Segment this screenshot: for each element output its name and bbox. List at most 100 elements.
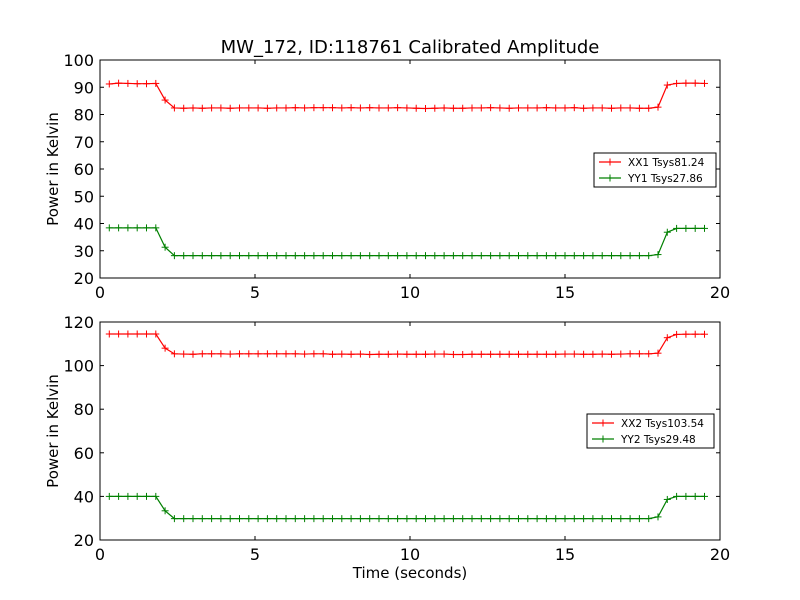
data-point: [552, 515, 560, 523]
data-point: [552, 104, 560, 112]
data-point: [635, 515, 643, 523]
x-tick-label: 10: [400, 545, 420, 564]
legend-label: XX2 Tsys103.54: [621, 418, 704, 430]
data-point: [115, 224, 123, 232]
data-point: [170, 252, 178, 260]
data-point: [319, 515, 327, 523]
data-point: [133, 492, 141, 500]
data-point: [542, 104, 550, 112]
data-point: [412, 350, 420, 358]
data-point: [329, 252, 336, 260]
data-point: [226, 350, 234, 358]
legend-item: YY1 Tsys27.86: [599, 173, 703, 185]
data-point: [282, 350, 290, 358]
data-point: [477, 104, 485, 112]
data-point: [347, 515, 355, 523]
data-point: [533, 104, 541, 112]
data-point: [608, 252, 615, 260]
data-point: [617, 252, 625, 260]
data-point: [329, 104, 336, 112]
data-point: [570, 252, 578, 260]
data-point: [338, 515, 346, 523]
top-panel-xx1-yy1: 0 5 10 15 20 20 30 40 50 60 70 80 90 100 Power in Kelv…: [44, 51, 730, 302]
data-point: [105, 80, 113, 88]
data-point: [170, 104, 178, 112]
data-point: [161, 507, 169, 515]
data-point: [245, 515, 253, 523]
legend-item: XX2 Tsys103.54: [592, 418, 704, 430]
data-point: [487, 252, 495, 260]
legend-box: [586, 413, 715, 449]
data-point: [319, 252, 327, 260]
figure-title: MW_172, ID:118761 Calibrated Amplitude: [221, 37, 600, 58]
data-point: [254, 252, 262, 260]
data-point: [273, 104, 281, 112]
data-point: [366, 350, 374, 358]
x-tick-label: 5: [250, 545, 260, 564]
data-point: [366, 515, 374, 523]
data-point: [468, 252, 476, 260]
data-point: [133, 80, 141, 88]
data-point: [552, 350, 560, 358]
y-tick-label: 100: [63, 357, 94, 376]
y-tick-label: 60: [74, 444, 94, 463]
data-point: [440, 515, 448, 523]
series-xx2: [105, 330, 708, 358]
x-tick-label: 5: [250, 283, 260, 302]
data-point: [496, 350, 504, 358]
y-tick-label: 30: [74, 242, 94, 261]
data-point: [449, 515, 457, 523]
data-point: [170, 515, 178, 523]
series-yy1: [105, 224, 708, 260]
data-point: [440, 252, 448, 260]
data-point: [691, 492, 699, 500]
data-point: [477, 252, 485, 260]
x-tick-label: 20: [710, 283, 730, 302]
data-point: [431, 350, 439, 358]
data-point: [542, 252, 550, 260]
data-point: [291, 350, 299, 358]
data-point: [217, 104, 225, 112]
data-point: [384, 104, 392, 112]
data-point: [403, 252, 411, 260]
data-point: [394, 515, 402, 523]
data-point: [198, 104, 206, 112]
data-point: [143, 492, 150, 500]
bottom-panel-xx2-yy2: 0 5 10 15 20 20 40 60 80 100 120 Power in Kelvin Tim…: [44, 313, 730, 582]
data-point: [263, 515, 271, 523]
data-point: [598, 104, 606, 112]
data-point: [682, 224, 690, 232]
data-point: [366, 252, 374, 260]
x-tick-label: 20: [710, 545, 730, 564]
data-point: [505, 252, 513, 260]
data-point: [366, 104, 374, 112]
data-point: [468, 104, 476, 112]
data-point: [375, 252, 383, 260]
y-tick-label: 100: [63, 51, 94, 70]
data-point: [505, 350, 513, 358]
data-point: [254, 104, 262, 112]
series-line: [109, 227, 705, 257]
data-point: [301, 104, 309, 112]
data-point: [301, 515, 309, 523]
data-point: [459, 252, 467, 260]
data-point: [552, 252, 560, 260]
data-point: [635, 350, 643, 358]
data-point: [347, 104, 355, 112]
data-point: [310, 350, 318, 358]
data-point: [589, 104, 597, 112]
x-tick-label: 15: [555, 545, 575, 564]
data-point: [589, 252, 597, 260]
data-point: [263, 350, 271, 358]
data-point: [701, 79, 708, 87]
data-point: [254, 515, 262, 523]
data-point: [124, 224, 132, 232]
data-point: [515, 515, 522, 523]
y-tick-label: 70: [74, 133, 94, 152]
data-point: [561, 104, 569, 112]
data-point: [403, 350, 411, 358]
data-point: [208, 252, 216, 260]
data-point: [347, 252, 355, 260]
data-point: [236, 104, 243, 112]
